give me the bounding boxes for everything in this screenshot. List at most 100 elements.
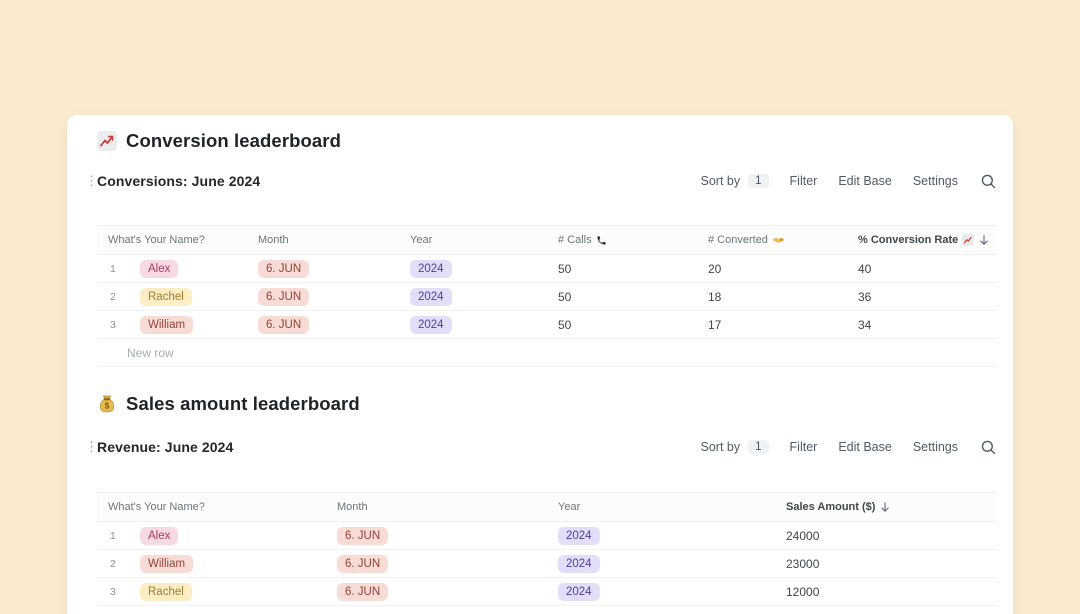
cell-converted[interactable]: 18 xyxy=(708,289,722,304)
year-badge: 2024 xyxy=(410,259,452,278)
page-card: Conversion leaderboard ⋮ Conversions: Ju… xyxy=(67,115,1013,614)
cell-sales-amount[interactable]: 12000 xyxy=(786,584,820,599)
settings-button[interactable]: Settings xyxy=(912,440,958,454)
cell-month[interactable]: 6. JUN xyxy=(258,315,410,334)
name-badge: Alex xyxy=(140,526,179,545)
column-header-name[interactable]: What's Your Name? xyxy=(108,501,205,513)
search-icon[interactable] xyxy=(979,438,997,456)
cell-year[interactable]: 2024 xyxy=(410,287,558,306)
sort-descending-icon xyxy=(879,501,891,513)
column-header-month[interactable]: Month xyxy=(337,501,368,513)
year-badge: 2024 xyxy=(410,287,452,306)
column-header-sales-amount[interactable]: Sales Amount ($) xyxy=(786,501,997,513)
table-row: 2 William 6. JUN 2024 23000 xyxy=(97,550,997,578)
cell-conversion-rate[interactable]: 36 xyxy=(858,289,872,304)
new-row-button[interactable]: New row xyxy=(97,339,997,367)
sort-by-button[interactable]: Sort by 1 xyxy=(701,174,769,188)
year-badge: 2024 xyxy=(558,554,600,573)
edit-base-button[interactable]: Edit Base xyxy=(838,174,892,188)
table-row: 2 Rachel 6. JUN 2024 50 18 36 xyxy=(97,283,997,311)
cell-converted[interactable]: 17 xyxy=(708,317,722,332)
cell-month[interactable]: 6. JUN xyxy=(258,287,410,306)
month-badge: 6. JUN xyxy=(258,315,310,334)
column-header-month[interactable]: Month xyxy=(258,234,289,246)
column-header-year[interactable]: Year xyxy=(558,501,581,513)
table-header-row: What's Your Name? Month Year Sales Amoun… xyxy=(97,492,997,522)
chart-increasing-icon xyxy=(97,131,117,151)
table-toolbar: Sort by 1 Filter Edit Base Settings xyxy=(701,438,997,456)
cell-name[interactable]: William xyxy=(140,554,337,573)
search-icon[interactable] xyxy=(979,172,997,190)
revenue-table: What's Your Name? Month Year Sales Amoun… xyxy=(97,492,997,606)
year-badge: 2024 xyxy=(410,315,452,334)
cell-year[interactable]: 2024 xyxy=(558,582,786,601)
cell-year[interactable]: 2024 xyxy=(558,554,786,573)
sort-by-label: Sort by xyxy=(700,174,741,188)
column-label: % Conversion Rate xyxy=(858,234,959,246)
table-row: 1 Alex 6. JUN 2024 50 20 40 xyxy=(97,255,997,283)
name-badge: William xyxy=(140,315,194,334)
sort-by-button[interactable]: Sort by 1 xyxy=(701,440,769,454)
cell-converted[interactable]: 20 xyxy=(708,261,722,276)
cell-month[interactable]: 6. JUN xyxy=(337,554,558,573)
cell-year[interactable]: 2024 xyxy=(558,526,786,545)
row-number: 3 xyxy=(110,318,116,331)
page-title-text: Sales amount leaderboard xyxy=(126,393,360,414)
cell-name[interactable]: Rachel xyxy=(140,287,258,306)
cell-calls[interactable]: 50 xyxy=(558,289,572,304)
view-title[interactable]: Conversions: June 2024 xyxy=(97,173,261,189)
column-header-name[interactable]: What's Your Name? xyxy=(108,234,205,246)
filter-button[interactable]: Filter xyxy=(789,174,818,188)
sort-descending-icon xyxy=(978,234,990,246)
column-label: # Converted xyxy=(708,234,768,246)
sort-by-label: Sort by xyxy=(700,440,741,454)
drag-handle-icon[interactable]: ⋮ xyxy=(85,439,98,454)
row-number: 1 xyxy=(110,262,116,275)
settings-button[interactable]: Settings xyxy=(912,174,958,188)
month-badge: 6. JUN xyxy=(258,259,310,278)
cell-conversion-rate[interactable]: 34 xyxy=(858,317,872,332)
cell-calls[interactable]: 50 xyxy=(558,261,572,276)
table-header-row: What's Your Name? Month Year # Calls # C… xyxy=(97,225,997,255)
page-title-conversion: Conversion leaderboard xyxy=(97,127,997,155)
column-header-conversion-rate[interactable]: % Conversion Rate xyxy=(858,234,997,246)
cell-month[interactable]: 6. JUN xyxy=(337,526,558,545)
month-badge: 6. JUN xyxy=(258,287,310,306)
column-header-converted[interactable]: # Converted xyxy=(708,234,858,246)
view-title[interactable]: Revenue: June 2024 xyxy=(97,439,234,455)
row-number: 2 xyxy=(110,290,116,303)
cell-sales-amount[interactable]: 24000 xyxy=(786,528,820,543)
month-badge: 6. JUN xyxy=(337,554,389,573)
sort-count-badge: 1 xyxy=(748,174,769,188)
cell-calls[interactable]: 50 xyxy=(558,317,572,332)
cell-month[interactable]: 6. JUN xyxy=(258,259,410,278)
sort-count-badge: 1 xyxy=(748,440,769,454)
cell-month[interactable]: 6. JUN xyxy=(337,582,558,601)
cell-name[interactable]: Alex xyxy=(140,526,337,545)
edit-base-button[interactable]: Edit Base xyxy=(838,440,892,454)
year-badge: 2024 xyxy=(558,526,600,545)
cell-name[interactable]: William xyxy=(140,315,258,334)
column-header-year[interactable]: Year xyxy=(410,234,433,246)
cell-year[interactable]: 2024 xyxy=(410,315,558,334)
cell-name[interactable]: Rachel xyxy=(140,582,337,601)
table-toolbar: Sort by 1 Filter Edit Base Settings xyxy=(701,172,997,190)
name-badge: Rachel xyxy=(140,582,192,601)
cell-conversion-rate[interactable]: 40 xyxy=(858,261,872,276)
svg-text:$: $ xyxy=(105,401,110,411)
name-badge: Rachel xyxy=(140,287,192,306)
cell-name[interactable]: Alex xyxy=(140,259,258,278)
cell-year[interactable]: 2024 xyxy=(410,259,558,278)
table-row: 3 William 6. JUN 2024 50 17 34 xyxy=(97,311,997,339)
cell-sales-amount[interactable]: 23000 xyxy=(786,556,820,571)
chart-increasing-icon xyxy=(962,234,975,246)
column-label: # Calls xyxy=(558,234,592,246)
drag-handle-icon[interactable]: ⋮ xyxy=(85,173,98,188)
column-label: Sales Amount ($) xyxy=(786,501,876,513)
column-header-calls[interactable]: # Calls xyxy=(558,234,708,246)
month-badge: 6. JUN xyxy=(337,582,389,601)
filter-button[interactable]: Filter xyxy=(789,440,818,454)
year-badge: 2024 xyxy=(558,582,600,601)
table-row: 1 Alex 6. JUN 2024 24000 xyxy=(97,522,997,550)
phone-icon xyxy=(596,235,607,246)
